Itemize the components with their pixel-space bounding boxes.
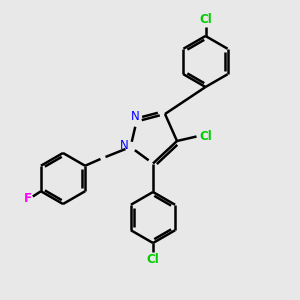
Text: Cl: Cl [147, 253, 159, 266]
Text: Cl: Cl [199, 13, 212, 26]
Text: N: N [119, 139, 128, 152]
Text: N: N [130, 110, 140, 124]
Text: Cl: Cl [199, 130, 212, 143]
Text: F: F [24, 192, 32, 205]
